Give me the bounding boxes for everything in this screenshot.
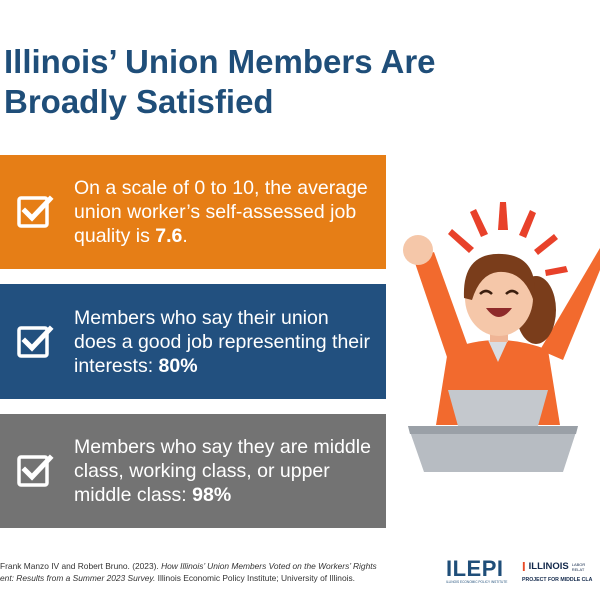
ilepi-logo-subtitle: ILLINOIS ECONOMIC POLICY INSTITUTE [446,580,508,584]
stat-card-text: Members who say they are middle class, w… [74,436,371,506]
checkbox-check-icon [17,324,54,358]
illinois-logo: I ILLINOIS LABOR RELAT PROJECT FOR MIDDL… [522,560,600,590]
stat-value: 98% [192,484,232,506]
stat-card-middle-class: Members who say they are middle class, w… [0,414,386,528]
illinois-project-label: PROJECT FOR MIDDLE CLA [522,577,593,583]
citation-line-1: Frank Manzo IV and Robert Bruno. (2023).… [0,561,377,571]
stat-card-union-representation: Members who say their union does a good … [0,284,386,399]
stat-card-text: On a scale of 0 to 10, the average union… [74,177,368,247]
ilepi-logo-word: ILEPI [446,556,504,581]
checkbox-check-icon [17,454,54,487]
illinois-block-i-icon: I [522,560,526,574]
celebrating-woman-illustration [403,202,600,472]
checkbox-check-icon [17,195,54,228]
title-line-1: Illinois’ Union Members Are [4,43,436,80]
citation-line-2: ent: Results from a Summer 2023 Survey. … [0,573,355,583]
illinois-logo-word: ILLINOIS [528,561,569,572]
excitement-rays [448,202,568,276]
page-title: Illinois’ Union Members Are Broadly Sati… [4,42,484,122]
stat-card-job-quality: On a scale of 0 to 10, the average union… [0,155,386,269]
title-line-2: Broadly Satisfied [4,83,274,120]
citation: Frank Manzo IV and Robert Bruno. (2023).… [0,560,430,584]
stat-value: 80% [158,354,198,377]
stat-card-text: Members who say their union does a good … [74,306,370,377]
stat-value: 7.6 [155,225,183,247]
ilepi-logo: ILEPI ILLINOIS ECONOMIC POLICY INSTITUTE [446,558,510,588]
